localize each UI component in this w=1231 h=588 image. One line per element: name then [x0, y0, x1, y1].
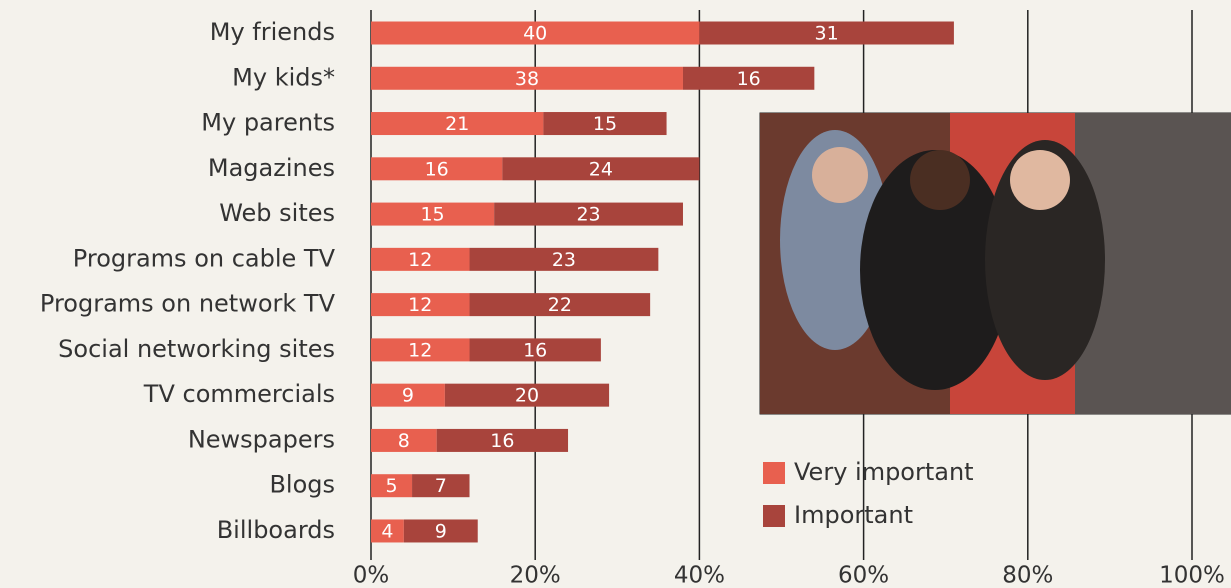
value-label: 9 [402, 385, 414, 407]
photo [760, 113, 1231, 414]
category-label: TV commercials [143, 380, 335, 408]
x-tick-label: 100% [1159, 563, 1225, 588]
photo-face [812, 147, 868, 203]
legend-swatch [763, 505, 785, 527]
category-label: My kids* [232, 63, 335, 91]
value-label: 8 [398, 430, 410, 452]
x-tick-label: 40% [674, 563, 725, 588]
value-label: 12 [408, 339, 432, 361]
category-label: Web sites [219, 199, 335, 227]
chart: 40 31 38 16 21 15 16 24 15 23 12 23 12 22 12 16 9 20 8 16 5 7… [0, 0, 1231, 588]
value-label: 15 [593, 113, 617, 135]
value-label: 40 [523, 23, 547, 45]
x-tick-label: 80% [1002, 563, 1053, 588]
photo-face [910, 150, 970, 210]
value-label: 21 [445, 113, 469, 135]
page: 40 31 38 16 21 15 16 24 15 23 12 23 12 22 12 16 9 20 8 16 5 7… [0, 0, 1231, 588]
value-label: 31 [815, 23, 839, 45]
category-label: Billboards [217, 516, 335, 544]
x-tick-label: 60% [838, 563, 889, 588]
value-label: 16 [523, 339, 547, 361]
category-label: My parents [201, 109, 335, 137]
value-label: 24 [589, 158, 613, 180]
category-label: Blogs [269, 471, 335, 499]
value-label: 9 [435, 520, 447, 542]
x-tick-label: 20% [510, 563, 561, 588]
value-label: 15 [420, 204, 444, 226]
category-label: Programs on network TV [40, 290, 336, 318]
value-label: 12 [408, 249, 432, 271]
value-label: 38 [515, 68, 539, 90]
value-label: 4 [381, 520, 393, 542]
category-label: Programs on cable TV [73, 244, 336, 272]
legend-swatch [763, 462, 785, 484]
value-label: 16 [490, 430, 514, 452]
value-label: 23 [576, 204, 600, 226]
x-tick-label: 0% [353, 563, 390, 588]
category-label: My friends [210, 18, 335, 46]
value-label: 16 [425, 158, 449, 180]
value-label: 12 [408, 294, 432, 316]
photo-face [1010, 150, 1070, 210]
value-label: 23 [552, 249, 576, 271]
value-label: 20 [515, 385, 539, 407]
value-label: 22 [548, 294, 572, 316]
category-label: Social networking sites [58, 335, 335, 363]
legend-label: Very important [794, 458, 974, 486]
legend-label: Important [794, 501, 913, 529]
category-label: Magazines [208, 154, 335, 182]
value-label: 16 [737, 68, 761, 90]
value-label: 5 [385, 475, 397, 497]
value-label: 7 [435, 475, 447, 497]
category-label: Newspapers [188, 425, 335, 453]
